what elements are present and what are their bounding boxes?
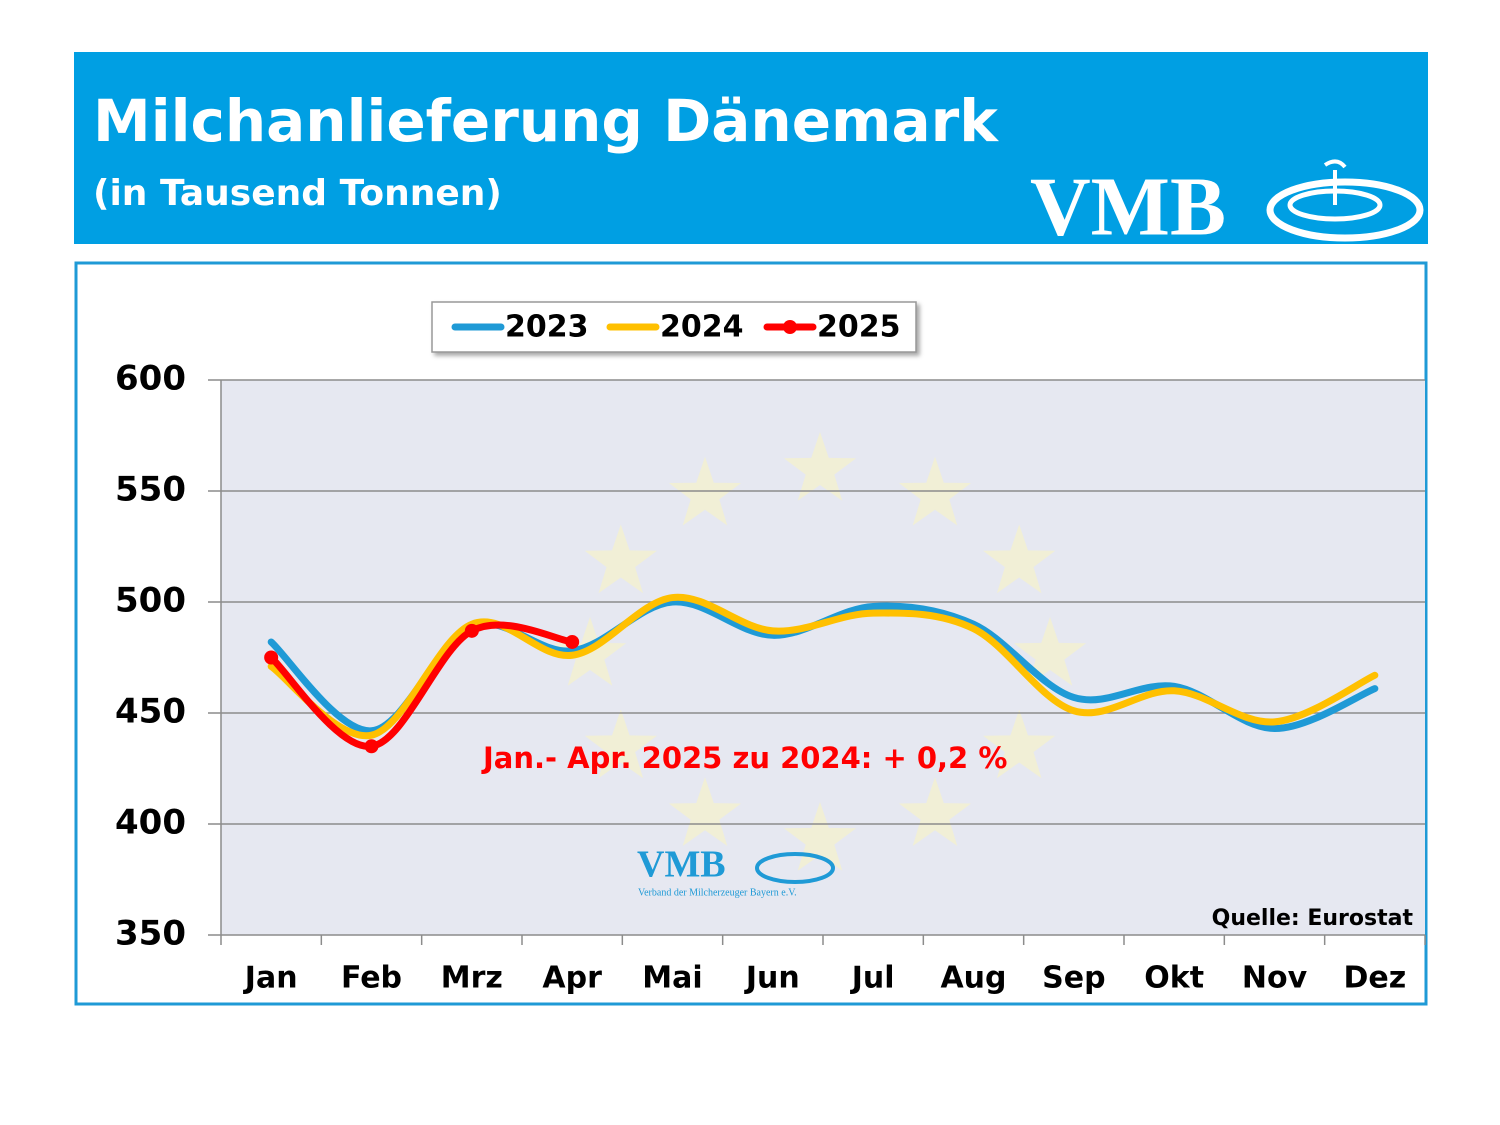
series-line xyxy=(267,593,1379,740)
logo: VMB xyxy=(1030,160,1226,253)
star xyxy=(1013,617,1087,686)
y-tick-label: 400 xyxy=(115,803,186,843)
star xyxy=(584,709,657,779)
star xyxy=(983,709,1056,779)
x-tick-label: Mrz xyxy=(441,961,503,996)
title: Milchanlieferung Dänemark xyxy=(93,87,999,155)
legend-label: 2025 xyxy=(817,310,901,345)
annotation: Jan.- Apr. 2025 zu 2024: + 0,2 % xyxy=(481,741,1007,775)
x-tick-label: Apr xyxy=(542,961,602,996)
header xyxy=(74,52,1428,244)
y-tick-label: 600 xyxy=(115,359,186,399)
x-tick-label: Aug xyxy=(940,961,1006,996)
x-tick-label: Sep xyxy=(1042,961,1105,996)
x-tick-label: Jan xyxy=(243,961,298,996)
logo-subtitle: Verband der Milcherzeuger Bayern e.V. xyxy=(638,887,797,898)
legend-label: 2024 xyxy=(660,310,744,345)
x-tick-label: Jul xyxy=(850,961,895,996)
legend xyxy=(431,301,917,353)
header-logo: VMB xyxy=(1030,159,1424,253)
star xyxy=(898,777,972,846)
star xyxy=(783,432,857,501)
star xyxy=(668,777,742,846)
point xyxy=(464,623,479,638)
star xyxy=(983,524,1056,594)
point xyxy=(565,634,580,649)
logo-inner: VMB xyxy=(637,844,726,886)
star xyxy=(783,802,857,871)
series-line xyxy=(267,621,576,750)
x-tick-label: Okt xyxy=(1144,961,1204,996)
legend-label: 2023 xyxy=(505,310,589,345)
legend-marker xyxy=(783,320,797,334)
point xyxy=(264,650,279,665)
source: Quelle: Eurostat xyxy=(1212,906,1414,931)
y-tick-label: 450 xyxy=(115,692,186,732)
x-tick-label: Nov xyxy=(1242,961,1308,996)
y-tick-label: 500 xyxy=(115,581,186,621)
subtitle: (in Tausend Tonnen) xyxy=(93,173,502,214)
y-tick-label: 350 xyxy=(115,914,186,954)
star xyxy=(584,524,657,594)
x-tick-label: Jun xyxy=(744,961,800,996)
x-tick-label: Mai xyxy=(642,961,702,996)
y-tick-label: 550 xyxy=(115,470,186,510)
inner-logo: VMB Verband der Milcherzeuger Bayern e.V… xyxy=(637,844,835,898)
point xyxy=(364,739,379,754)
x-tick-label: Dez xyxy=(1343,961,1406,996)
x-tick-label: Feb xyxy=(341,961,402,996)
